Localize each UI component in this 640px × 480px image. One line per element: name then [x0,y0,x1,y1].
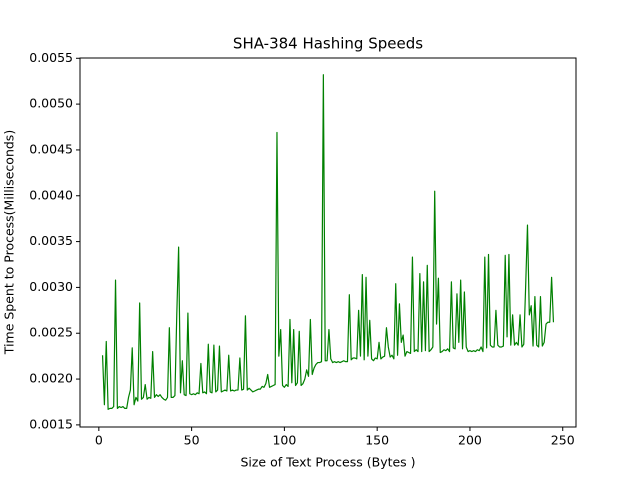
y-tick-label: 0.0020 [29,371,73,386]
y-tick-label: 0.0030 [29,279,73,294]
x-tick-label: 200 [458,433,482,448]
x-tick-label: 0 [95,433,103,448]
y-axis-label: Time Spent to Process(Milliseconds) [2,130,17,355]
data-line [101,74,555,410]
x-tick-label: 150 [365,433,389,448]
y-tick-label: 0.0040 [29,187,73,202]
y-tick-label: 0.0045 [29,141,73,156]
x-tick-label: 100 [272,433,296,448]
x-tick-label: 50 [184,433,200,448]
x-axis-label: Size of Text Process (Bytes ) [240,455,415,470]
chart-title: SHA-384 Hashing Speeds [233,35,423,53]
plot-frame [79,57,577,428]
y-tick-label: 0.0050 [29,96,73,111]
y-tick-label: 0.0055 [29,50,73,65]
y-tick-label: 0.0015 [29,416,73,431]
x-tick-label: 250 [551,433,575,448]
y-tick-label: 0.0025 [29,325,73,340]
y-tick-label: 0.0035 [29,233,73,248]
